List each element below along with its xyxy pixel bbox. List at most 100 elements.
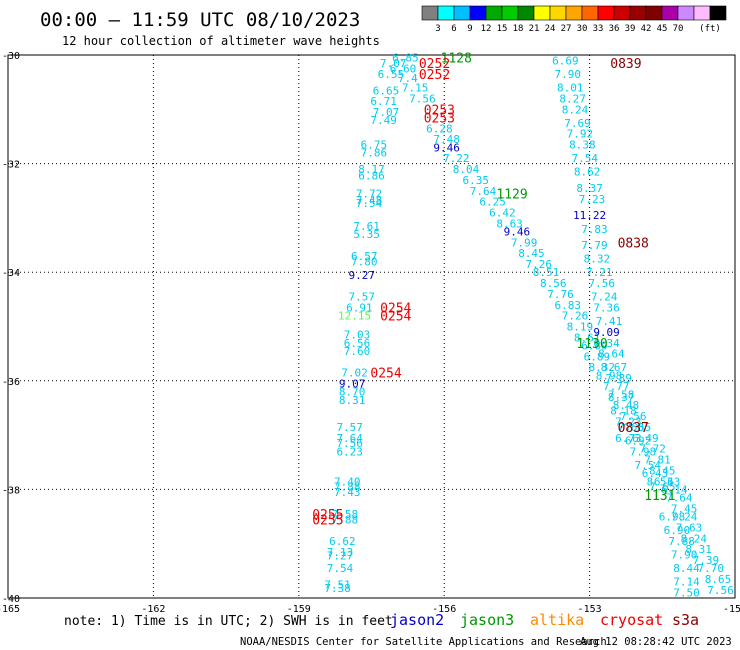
wave-height-point: 8.44 — [673, 562, 700, 575]
colorbar-label: 15 — [497, 24, 508, 34]
wave-height-point: 7.88 — [668, 535, 695, 548]
wave-height-point: 8.32 — [584, 253, 611, 266]
wave-height-point: 7.27 — [327, 550, 354, 563]
wave-height-point: 9.46 — [504, 225, 531, 238]
wave-height-point: 7.56 — [707, 584, 734, 597]
wave-height-point: 7.54 — [572, 152, 599, 165]
colorbar-swatch — [549, 5, 567, 21]
wave-height-point: 7.54 — [356, 197, 383, 210]
wave-height-point: 6.57 — [351, 250, 378, 263]
colorbar-label: 27 — [561, 24, 572, 34]
satellite-name-jason3: jason3 — [460, 611, 514, 629]
wave-height-point: 7.51 — [324, 578, 351, 591]
y-tick-label: -36 — [2, 377, 20, 388]
footer-date: Aug 12 08:28:42 UTC 2023 — [580, 636, 732, 648]
wave-height-point: 7.88 — [332, 513, 359, 526]
colorbar-swatch — [421, 5, 439, 21]
wave-height-point: 7.81 — [644, 454, 671, 467]
wave-height-point: 8.64 — [598, 348, 625, 361]
colorbar-label: 36 — [609, 24, 620, 34]
pass-time-label: 0253 — [424, 103, 455, 118]
wave-height-point: 6.60 — [390, 63, 417, 76]
wave-height-point: 8.37 — [608, 391, 635, 404]
wave-height-point: 7.58 — [608, 388, 635, 401]
wave-height-point: 6.83 — [555, 299, 582, 312]
wave-height-point: 7.63 — [676, 521, 703, 534]
colorbar-swatch — [613, 5, 631, 21]
pass-time-label: 0254 — [380, 310, 411, 325]
colorbar-swatch — [645, 5, 663, 21]
wave-height-point: 7.72 — [356, 187, 383, 200]
y-tick-labels: -30 -32 -34 -36 -38 -40 — [2, 51, 20, 605]
colorbar-label: 18 — [513, 24, 524, 34]
wave-height-point: 6.42 — [489, 206, 516, 219]
pass-time-label: 0255 — [312, 513, 343, 528]
wave-height-point: 8.31 — [685, 543, 712, 556]
wave-height-point: 8.31 — [339, 394, 366, 407]
wave-height-point: 8.18 — [610, 405, 637, 418]
wave-height-point: 8.17 — [358, 163, 385, 176]
note-text: note: 1) Time is in UTC; 2) SWH is in fe… — [64, 614, 393, 629]
wave-height-point: 6.85 — [392, 52, 419, 65]
wave-height-point: 7.39 — [693, 554, 720, 567]
wave-height-point: 7.48 — [433, 133, 460, 146]
wave-height-point: 7.86 — [361, 147, 388, 160]
wave-height-point: 7.76 — [547, 288, 574, 301]
pass-time-label: 0838 — [618, 236, 649, 251]
wave-height-point: 8.45 — [518, 247, 545, 260]
wave-height-point: 7.24 — [671, 511, 698, 524]
x-tick-label: -159 — [287, 604, 311, 615]
wave-height-point: 7.54 — [327, 562, 354, 575]
wave-height-point: 7.64 — [470, 185, 497, 198]
wave-height-point: 7.99 — [511, 236, 538, 249]
satellite-name-s3a: s3a — [672, 611, 699, 629]
wave-height-point: 6.55 — [378, 68, 405, 81]
wave-height-point: 8.45 — [649, 464, 676, 477]
wave-height-point: 8.19 — [567, 321, 594, 334]
wave-height-point: 7.48 — [356, 194, 383, 207]
x-tick-label: -150 — [723, 604, 740, 615]
wave-height-point: 7.92 — [567, 128, 594, 141]
colorbar-swatch — [709, 5, 727, 21]
wave-height-point: 7.89 — [605, 372, 632, 385]
wave-height-point: 7.54 — [635, 459, 662, 472]
x-tick-label: -162 — [141, 604, 165, 615]
wave-height-point: 7.65 — [649, 481, 676, 494]
grid — [8, 55, 735, 598]
page-subtitle: 12 hour collection of altimeter wave hei… — [62, 34, 380, 48]
wave-height-point: 7.79 — [581, 239, 608, 252]
wave-height-point: 8.24 — [681, 532, 708, 545]
wave-height-point: 7.56 — [336, 437, 363, 450]
wave-height-point: 6.91 — [346, 301, 373, 314]
y-tick-label: -32 — [2, 160, 20, 171]
wave-height-point: 7.50 — [673, 587, 700, 600]
pass-time-label: 1130 — [576, 337, 607, 352]
wave-height-point: 5.35 — [353, 228, 380, 241]
wave-height-point: 6.86 — [358, 170, 385, 183]
wave-height-point: 11.22 — [573, 209, 606, 222]
colorbar-label: 24 — [545, 24, 556, 34]
wave-height-point: 7.77 — [603, 380, 630, 393]
satellite-name-cryosat: cryosat — [600, 611, 663, 629]
wave-height-point: 8.53 — [647, 475, 674, 488]
y-tick-label: -30 — [2, 51, 20, 62]
wave-height-point: 7.57 — [336, 421, 363, 434]
colorbar-swatch — [485, 5, 503, 21]
wave-height-point: 7.07 — [373, 106, 400, 119]
wave-height-point: 7.58 — [332, 508, 359, 521]
wave-height-point: 6.65 — [373, 84, 400, 97]
colorbar-label: 33 — [593, 24, 604, 34]
time-labels: 1128025202520839025302531129083802540254… — [312, 52, 675, 529]
pass-time-label: 0255 — [312, 508, 343, 523]
satellite-name-altika: altika — [530, 611, 584, 629]
wave-height-point: 7.45 — [671, 502, 698, 515]
wave-height-point: 7.13 — [327, 546, 354, 559]
wave-height-point: 7.49 — [370, 114, 397, 127]
wave-height-point: 6.73 — [615, 432, 642, 445]
colorbar-labels: 3 6 9 12 15 18 21 24 27 30 33 36 39 42 45 70 (ft) — [435, 24, 721, 34]
wave-height-point: 8.63 — [496, 217, 523, 230]
wave-height-point: 7.72 — [639, 443, 666, 456]
wave-height-point: 6.28 — [426, 122, 453, 135]
wave-height-point: 7.70 — [698, 562, 725, 575]
